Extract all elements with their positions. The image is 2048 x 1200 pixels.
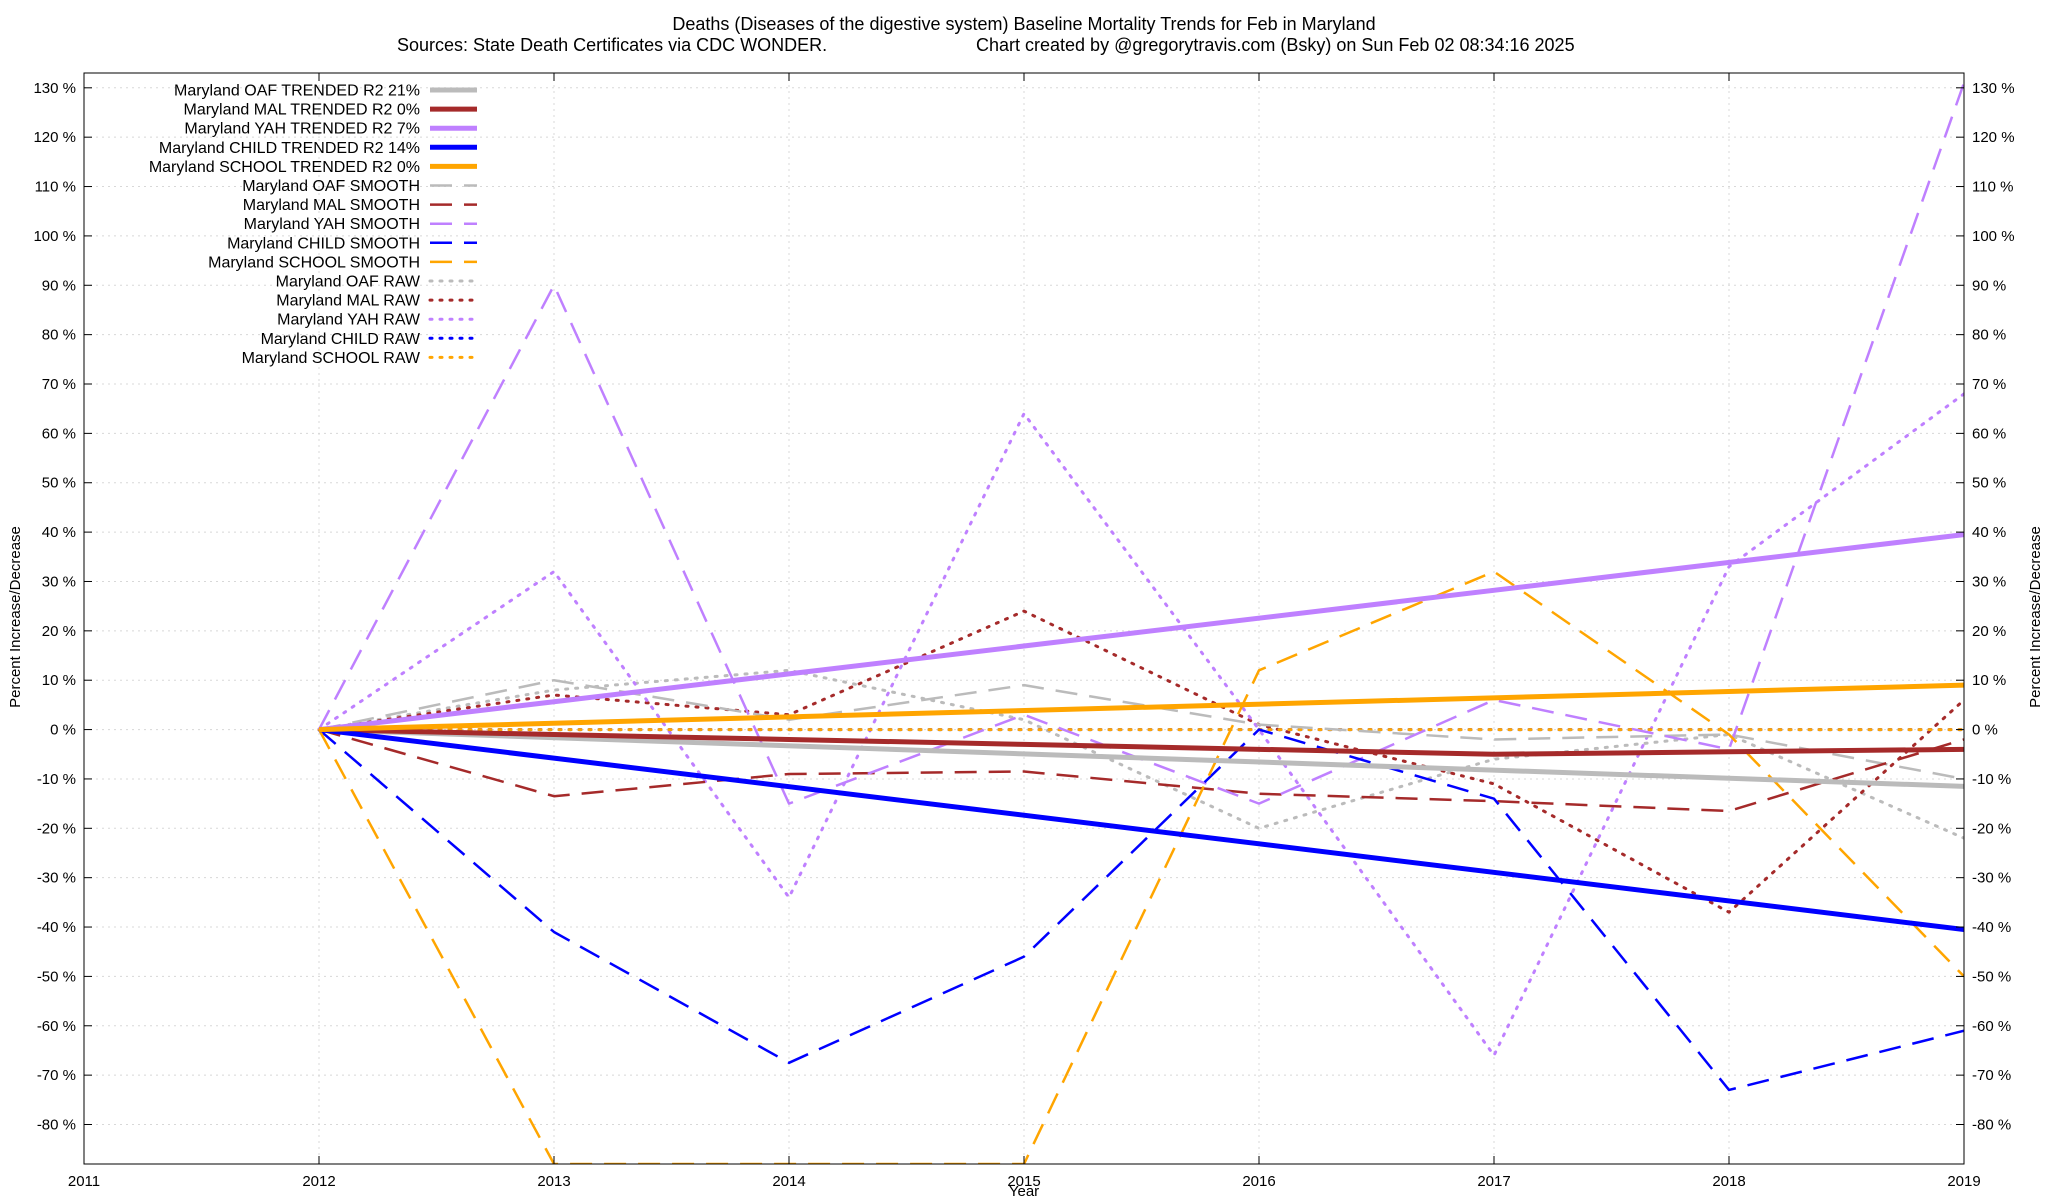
axis-ticks: 130 % 130 % 120 % 120 % 110 % 110 % 100 % 100 %…: [33, 73, 2015, 1190]
x-tick-label: 2017: [1477, 1173, 1510, 1190]
y-tick-label-left: 100 %: [33, 228, 76, 245]
legend-label-10: Maryland OAF RAW: [276, 274, 421, 291]
y-tick-label-right: -10 %: [1972, 771, 2011, 788]
y-tick-label-left: 120 %: [33, 129, 76, 146]
y-tick-label-right: 90 %: [1972, 277, 2006, 294]
series-line-8: [318, 728, 1964, 1092]
legend-label-6: Maryland MAL SMOOTH: [243, 197, 420, 214]
y-tick-label-left: -70 %: [37, 1067, 76, 1084]
x-tick-label: 2015: [1007, 1173, 1040, 1190]
y-tick-label-left: 60 %: [42, 425, 76, 442]
legend-label-2: Maryland YAH TRENDED R2 7%: [184, 121, 420, 138]
y-tick-label-right: 80 %: [1972, 327, 2006, 344]
y-tick-label-left: 80 %: [42, 327, 76, 344]
y-tick-label-left: 40 %: [42, 524, 76, 541]
legend-label-8: Maryland CHILD SMOOTH: [227, 235, 420, 252]
series-line-9: [317, 570, 1964, 1164]
y-tick-label-left: 110 %: [35, 179, 76, 196]
x-tick-label: 2012: [302, 1173, 335, 1190]
y-tick-label-right: 0 %: [1972, 722, 1998, 739]
series-line-2: [318, 532, 1964, 733]
series-line-11: [317, 609, 1964, 914]
legend-label-3: Maryland CHILD TRENDED R2 14%: [159, 140, 420, 157]
x-tick-label: 2013: [537, 1173, 570, 1190]
chart-subtitle-source: Sources: State Death Certificates via CD…: [397, 35, 827, 55]
y-tick-label-left: -50 %: [37, 968, 76, 985]
x-tick-label: 2014: [772, 1173, 805, 1190]
series-line-12: [317, 392, 1964, 1057]
y-tick-label-right: 130 %: [1972, 80, 2015, 97]
legend-label-7: Maryland YAH SMOOTH: [244, 216, 420, 233]
y-tick-label-left: 0 %: [50, 722, 76, 739]
series-lines: [317, 82, 1964, 1164]
y-tick-label-right: -80 %: [1972, 1117, 2011, 1134]
series-line-0: [318, 727, 1964, 789]
series-line-3: [318, 727, 1964, 932]
y-tick-label-right: -40 %: [1972, 919, 2011, 936]
series-line-4: [318, 682, 1964, 733]
series-line-6: [318, 728, 1964, 813]
legend-label-1: Maryland MAL TRENDED R2 0%: [183, 102, 420, 119]
y-tick-label-left: 10 %: [42, 672, 76, 689]
series-line-1: [318, 727, 1964, 757]
y-tick-label-right: 30 %: [1972, 573, 2006, 590]
y-tick-label-right: -60 %: [1972, 1018, 2011, 1035]
chart-subtitle-credit: Chart created by @gregorytravis.com (Bsk…: [976, 35, 1575, 55]
y-tick-label-left: 90 %: [42, 277, 76, 294]
y-tick-label-right: 110 %: [1972, 179, 2013, 196]
x-tick-label: 2019: [1947, 1173, 1980, 1190]
y-tick-label-right: -50 %: [1972, 968, 2011, 985]
y-tick-label-right: 10 %: [1972, 672, 2006, 689]
legend-label-4: Maryland SCHOOL TRENDED R2 0%: [149, 159, 420, 176]
x-tick-label: 2018: [1712, 1173, 1745, 1190]
y-tick-label-right: 20 %: [1972, 623, 2006, 640]
y-tick-label-left: 30 %: [42, 573, 76, 590]
y-tick-label-right: 40 %: [1972, 524, 2006, 541]
legend-label-14: Maryland SCHOOL RAW: [242, 350, 421, 367]
chart-title: Deaths (Diseases of the digestive system…: [672, 14, 1375, 34]
y-tick-label-left: -10 %: [37, 771, 76, 788]
y-tick-label-left: -20 %: [37, 820, 76, 837]
legend-label-9: Maryland SCHOOL SMOOTH: [208, 254, 420, 271]
y-tick-label-right: 50 %: [1972, 475, 2006, 492]
y-tick-label-right: 120 %: [1972, 129, 2015, 146]
y-tick-label-left: -60 %: [37, 1018, 76, 1035]
legend-label-13: Maryland CHILD RAW: [261, 331, 421, 348]
y-tick-label-left: 70 %: [42, 376, 76, 393]
legend-label-11: Maryland MAL RAW: [276, 293, 421, 310]
legend: Maryland OAF TRENDED R2 21% Maryland MAL …: [149, 83, 479, 367]
x-axis-label: Year: [1009, 1183, 1039, 1200]
y-tick-label-right: -30 %: [1972, 870, 2011, 887]
x-tick-label: 2016: [1242, 1173, 1275, 1190]
legend-label-0: Maryland OAF TRENDED R2 21%: [174, 83, 420, 100]
y-tick-label-right: -20 %: [1972, 820, 2011, 837]
y-tick-label-left: -30 %: [37, 870, 76, 887]
y-axis-label-left: Percent Increase/Decrease: [7, 526, 24, 708]
y-tick-label-left: -40 %: [37, 919, 76, 936]
legend-label-5: Maryland OAF SMOOTH: [242, 178, 420, 195]
y-tick-label-right: 60 %: [1972, 425, 2006, 442]
legend-label-12: Maryland YAH RAW: [277, 312, 421, 329]
x-tick-label: 2011: [68, 1173, 100, 1190]
y-tick-label-right: 70 %: [1972, 376, 2006, 393]
y-axis-label-right: Percent Increase/Decrease: [2027, 526, 2044, 708]
y-tick-label-right: 100 %: [1972, 228, 2015, 245]
y-tick-label-right: -70 %: [1972, 1067, 2011, 1084]
y-tick-label-left: 50 %: [42, 475, 76, 492]
y-tick-label-left: 130 %: [33, 80, 76, 97]
y-tick-label-left: 20 %: [42, 623, 76, 640]
y-tick-label-left: -80 %: [37, 1117, 76, 1134]
